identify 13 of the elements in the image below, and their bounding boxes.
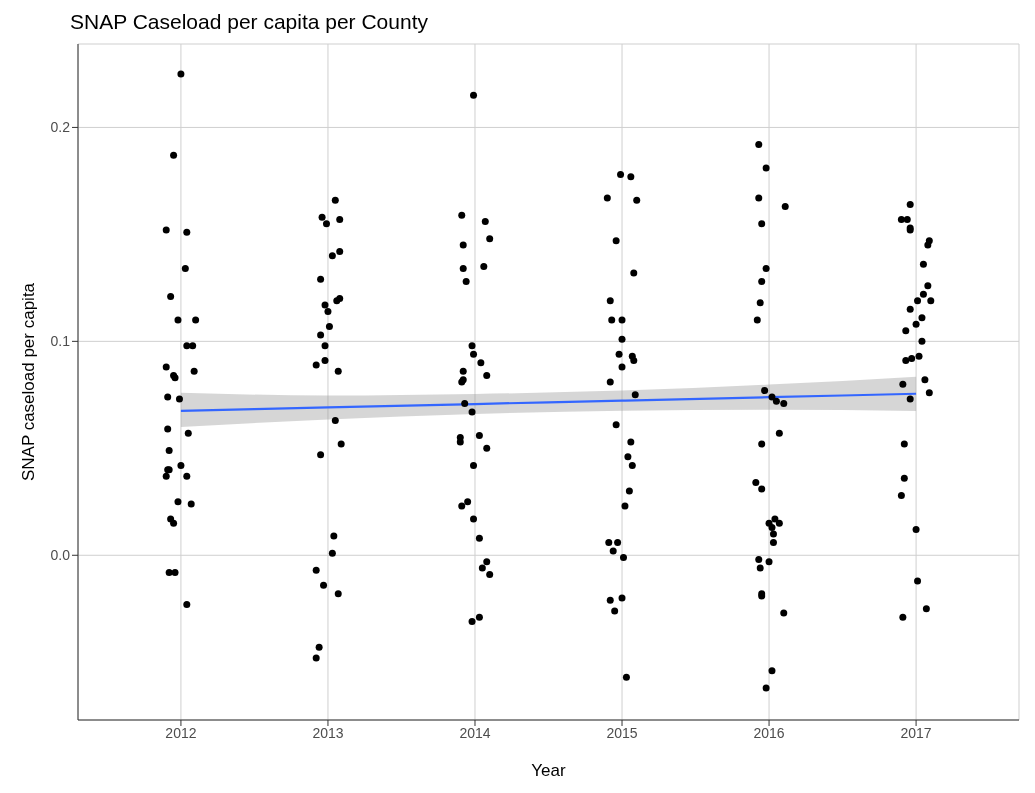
y-axis-title: SNAP caseload per capita xyxy=(19,282,39,482)
y-tick-label: 0.1 xyxy=(50,333,71,350)
x-tick-label: 2015 xyxy=(606,724,638,741)
y-tick-label: 0.2 xyxy=(50,119,71,136)
x-tick-label: 2017 xyxy=(900,724,932,741)
x-tick-label: 2014 xyxy=(459,724,491,741)
x-tick-label: 2016 xyxy=(753,724,785,741)
x-tick-label: 2012 xyxy=(165,724,197,741)
line-series xyxy=(179,392,918,412)
x-axis-title: Year xyxy=(531,761,567,781)
y-tick-label: 0.0 xyxy=(50,547,71,564)
chart-title: SNAP Caseload per capita per County xyxy=(69,9,429,35)
x-tick-label: 2013 xyxy=(312,724,344,741)
